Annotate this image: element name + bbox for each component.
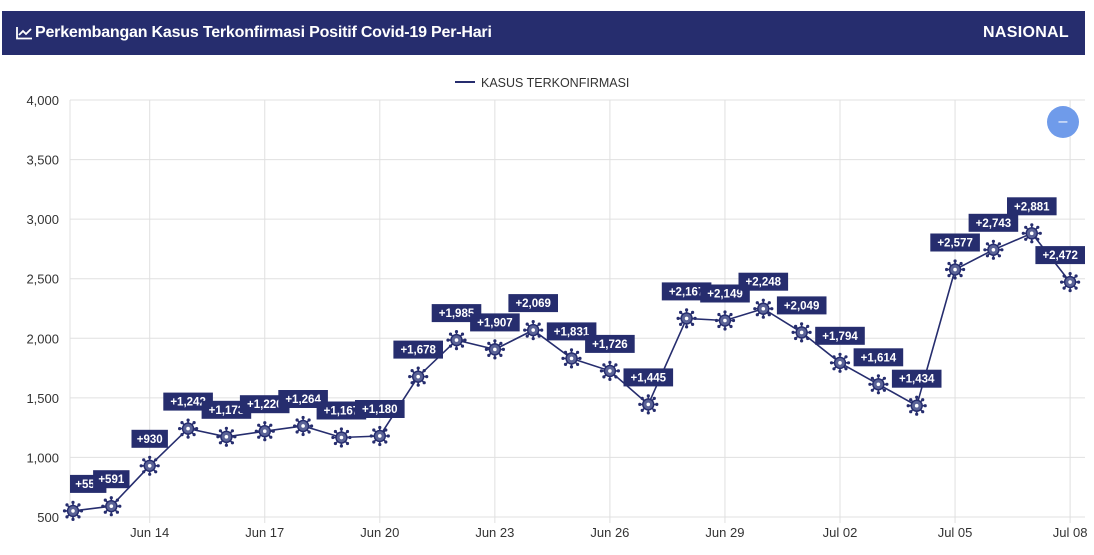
data-label: +2,881 (1014, 201, 1050, 213)
y-tick-label: 2,500 (26, 272, 59, 287)
virus-icon[interactable] (523, 320, 543, 340)
virus-icon[interactable] (677, 308, 697, 328)
data-label: +1,180 (362, 404, 398, 416)
data-label: +1,794 (822, 331, 858, 343)
virus-icon[interactable] (600, 361, 620, 381)
data-label: +1,264 (285, 394, 321, 406)
data-label: +2,248 (746, 277, 782, 289)
line-chart-icon (16, 26, 33, 40)
y-tick-label: 2,000 (26, 331, 59, 346)
virus-icon[interactable] (1060, 272, 1080, 292)
legend-label[interactable]: KASUS TERKONFIRMASI (481, 76, 629, 90)
data-label: +2,149 (707, 289, 743, 301)
data-label: +1,831 (554, 326, 590, 338)
data-label: +1,434 (899, 374, 935, 386)
virus-icon[interactable] (370, 426, 390, 446)
data-label: +2,069 (515, 298, 551, 310)
x-tick-label: Jun 29 (705, 525, 744, 540)
virus-icon[interactable] (561, 348, 581, 368)
virus-icon[interactable] (1022, 223, 1042, 243)
y-tick-label: 500 (37, 510, 59, 525)
virus-icon[interactable] (293, 416, 313, 436)
virus-icon[interactable] (178, 419, 198, 439)
data-label: +1,242 (170, 397, 206, 409)
x-tick-label: Jun 14 (130, 525, 169, 540)
data-label: +1,167 (324, 406, 360, 418)
virus-icon[interactable] (101, 496, 121, 516)
chart-header: Perkembangan Kasus Terkonfirmasi Positif… (2, 11, 1085, 55)
y-tick-label: 4,000 (26, 93, 59, 108)
data-label: +2,743 (976, 218, 1012, 230)
data-label: +1,614 (861, 352, 897, 364)
data-label: +1,907 (477, 317, 513, 329)
x-tick-label: Jul 05 (938, 525, 973, 540)
y-tick-label: 1,000 (26, 450, 59, 465)
virus-icon[interactable] (983, 240, 1003, 260)
region-label: NASIONAL (983, 24, 1069, 42)
data-label: +2,472 (1042, 250, 1078, 262)
virus-icon[interactable] (715, 310, 735, 330)
header-left: Perkembangan Kasus Terkonfirmasi Positif… (16, 24, 492, 42)
data-label: +2,577 (937, 238, 973, 250)
virus-icon[interactable] (638, 394, 658, 414)
virus-icon[interactable] (408, 367, 428, 387)
x-tick-label: Jun 23 (475, 525, 514, 540)
data-label: +1,173 (209, 405, 245, 417)
chart-title: Perkembangan Kasus Terkonfirmasi Positif… (35, 24, 492, 42)
virus-icon[interactable] (63, 501, 83, 521)
virus-icon[interactable] (216, 427, 236, 447)
virus-icon[interactable] (868, 374, 888, 394)
line-chart: KASUS TERKONFIRMASI 4,000 3,500 3,000 2,500 2… (0, 60, 1094, 550)
virus-icon[interactable] (945, 259, 965, 279)
virus-icon[interactable] (830, 353, 850, 373)
x-tick-label: Jun 17 (245, 525, 284, 540)
data-label: +1,678 (400, 345, 436, 357)
x-tick-label: Jul 08 (1053, 525, 1088, 540)
x-tick-label: Jul 02 (823, 525, 858, 540)
virus-icon[interactable] (485, 339, 505, 359)
y-tick-label: 3,000 (26, 212, 59, 227)
virus-icon[interactable] (255, 421, 275, 441)
data-label: +930 (137, 434, 163, 446)
virus-icon[interactable] (446, 330, 466, 350)
chart-area: KASUS TERKONFIRMASI 4,000 3,500 3,000 2,500 2… (0, 60, 1094, 550)
data-label: +1,985 (439, 308, 475, 320)
virus-icon[interactable] (140, 456, 160, 476)
virus-icon[interactable] (907, 396, 927, 416)
data-label: +1,445 (631, 372, 667, 384)
x-tick-label: Jun 20 (360, 525, 399, 540)
data-label: +1,726 (592, 339, 628, 351)
y-tick-label: 1,500 (26, 391, 59, 406)
data-label: +2,167 (669, 286, 705, 298)
x-tick-label: Jun 26 (590, 525, 629, 540)
virus-icon[interactable] (753, 299, 773, 319)
zoom-out-button[interactable]: – (1047, 106, 1079, 138)
data-label: +591 (98, 474, 125, 486)
virus-icon[interactable] (331, 427, 351, 447)
virus-icon[interactable] (792, 322, 812, 342)
y-tick-label: 3,500 (26, 153, 59, 168)
data-label: +1,220 (247, 399, 283, 411)
data-label: +2,049 (784, 300, 820, 312)
